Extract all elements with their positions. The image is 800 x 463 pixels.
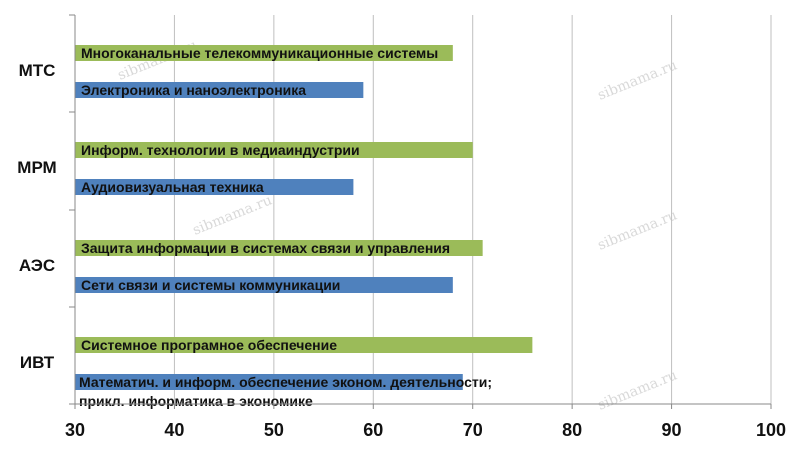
bars: Многоканальные телекоммуникационные сист…	[75, 45, 533, 409]
bar-label: прикл. информатика в экономике	[79, 393, 313, 409]
x-tick-label: 80	[562, 420, 582, 440]
category-label: АЭС	[19, 256, 55, 275]
watermark-text: sibmama.ru	[596, 367, 680, 413]
watermark-text: sibmama.ru	[191, 192, 275, 238]
bar	[75, 277, 453, 293]
x-tick-label: 40	[164, 420, 184, 440]
bar-label: Электроника и наноэлектроника	[81, 82, 306, 98]
x-tick-label: 30	[65, 420, 85, 440]
watermark-text: sibmama.ru	[596, 57, 680, 103]
x-tick-label: 50	[264, 420, 284, 440]
bar-label: Математич. и информ. обеспечение эконом.…	[79, 374, 492, 390]
x-tick-label: 70	[463, 420, 483, 440]
x-tick-label: 90	[662, 420, 682, 440]
bar-label: Информ. технологии в медиаиндустрии	[81, 142, 360, 158]
bar	[75, 142, 473, 158]
bar	[75, 337, 533, 353]
category-label: ИВТ	[20, 353, 55, 372]
grid	[173, 15, 772, 404]
category-label: МТС	[19, 61, 56, 80]
axes: МТС МРМ АЭС ИВТ 30 40 50 60 70 80 90 100	[17, 14, 786, 440]
bar-label: Системное програмное обеспечение	[81, 337, 337, 353]
bar-label: Защита информации в системах связи и упр…	[81, 240, 450, 256]
bar	[75, 45, 453, 61]
x-tick-label: 60	[363, 420, 383, 440]
bar-label: Аудиовизуальная техника	[81, 179, 264, 195]
bar-label: Многоканальные телекоммуникационные сист…	[81, 45, 438, 61]
x-tick-label: 100	[756, 420, 786, 440]
bar-label: Сети связи и системы коммуникации	[81, 277, 340, 293]
bar	[75, 82, 364, 98]
bar	[75, 179, 354, 195]
category-label: МРМ	[17, 158, 56, 177]
bar	[75, 240, 483, 256]
watermark-text: sibmama.ru	[596, 207, 680, 253]
bar	[75, 374, 463, 390]
